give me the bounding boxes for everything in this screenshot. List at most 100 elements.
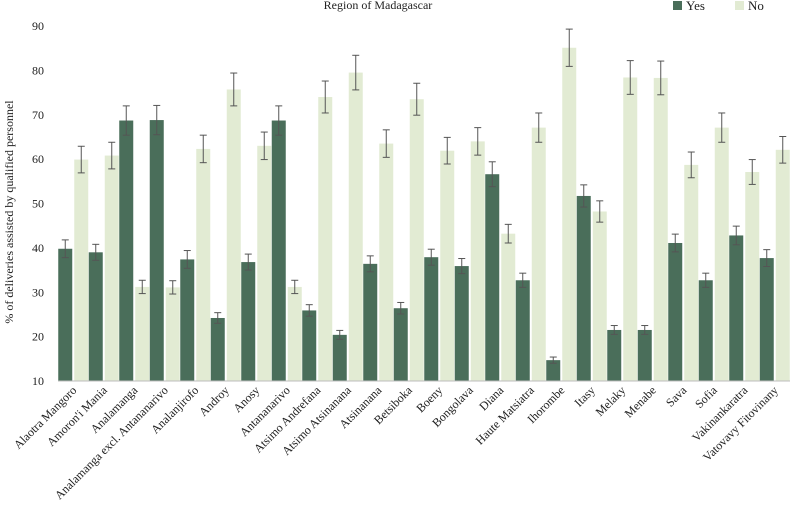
error-bars (61, 28, 787, 364)
error-bar (458, 258, 466, 275)
error-bar (687, 151, 695, 179)
bar-no (379, 143, 394, 381)
error-bar (230, 72, 238, 107)
bar-yes (668, 242, 683, 381)
bar-yes (698, 280, 713, 381)
y-tick-label: 80 (32, 63, 44, 77)
y-tick-label: 10 (32, 374, 44, 388)
error-bar (352, 54, 360, 91)
bar-no (714, 127, 729, 382)
error-bar (596, 200, 604, 223)
bar-yes (546, 360, 561, 381)
error-bar (61, 239, 69, 259)
error-bar (565, 28, 573, 67)
bar-yes (149, 120, 164, 381)
error-bar (657, 60, 665, 96)
error-bar (382, 129, 390, 158)
legend-label-no: No (748, 0, 764, 13)
error-bar (199, 134, 207, 164)
error-bar (291, 279, 299, 295)
error-bar (580, 184, 588, 208)
bar-yes (454, 266, 469, 381)
error-bar (718, 112, 726, 143)
y-tick-label: 70 (32, 108, 44, 122)
bar-yes (424, 257, 439, 381)
error-bar (77, 145, 85, 174)
error-bar (260, 131, 268, 161)
error-bar (702, 272, 710, 288)
bar-no (409, 99, 424, 381)
x-tick-label: Itasy (571, 383, 597, 409)
error-bar (305, 304, 313, 317)
error-bar (626, 60, 634, 95)
bar-yes (393, 308, 408, 381)
bar-yes (607, 329, 622, 381)
legend-swatch-no (735, 1, 744, 10)
bar-no (684, 164, 699, 381)
error-bar (413, 82, 421, 116)
error-bar (244, 253, 252, 271)
bar-yes (58, 248, 73, 381)
error-bar (779, 135, 787, 164)
error-bar (366, 255, 374, 273)
y-tick-label: 60 (32, 152, 44, 166)
error-bar (214, 312, 222, 324)
bar-no (226, 89, 241, 382)
y-tick-label: 30 (32, 285, 44, 299)
error-bar (535, 112, 543, 143)
error-bar (108, 141, 116, 170)
legend-label-yes: Yes (686, 0, 705, 13)
bar-no (501, 233, 516, 381)
error-bar (397, 301, 405, 315)
y-axis-label: % of deliveries assisted by qualified pe… (2, 100, 16, 324)
error-bar (549, 356, 557, 364)
error-bar (427, 248, 435, 266)
error-bar (732, 225, 740, 246)
bar-no (165, 287, 180, 381)
error-bar (610, 325, 618, 335)
bar-no (623, 77, 638, 381)
bar-no (653, 77, 668, 381)
bar-yes (485, 174, 500, 381)
error-bar (336, 329, 344, 340)
error-bar (122, 105, 130, 136)
error-bar (488, 161, 496, 188)
error-bar (169, 280, 177, 295)
bar-no (440, 150, 455, 381)
bar-no (287, 286, 302, 381)
x-tick-label: Menabe (622, 383, 659, 420)
legend-swatch-yes (673, 1, 682, 10)
x-tick-label: Androy (196, 383, 232, 419)
bar-yes (241, 262, 256, 381)
bar-no (348, 72, 363, 381)
bar-yes (729, 235, 744, 381)
bar-yes (210, 317, 225, 381)
error-bar (443, 136, 451, 165)
bar-yes (88, 252, 103, 381)
error-bar (474, 127, 482, 156)
error-bar (153, 104, 161, 136)
x-tick-label: Sava (663, 383, 690, 410)
bar-yes (363, 263, 378, 381)
bar-no (135, 286, 150, 381)
x-tick-label: Melaky (593, 383, 629, 419)
bar-yes (271, 120, 286, 382)
bar-yes (302, 310, 317, 381)
bar-no (775, 149, 790, 381)
chart-title: Region of Madagascar (324, 0, 433, 12)
bar-yes (515, 280, 530, 381)
bar-no (318, 97, 333, 381)
error-bar (641, 325, 649, 335)
error-bar (138, 279, 146, 295)
bar-yes (576, 195, 591, 381)
bar-yes (119, 120, 134, 382)
error-bar (748, 159, 756, 185)
bar-no (531, 127, 546, 382)
error-bar (275, 105, 283, 136)
bar-yes (759, 258, 774, 381)
bar-no (74, 159, 89, 381)
y-tick-label: 20 (32, 330, 44, 344)
error-bar (183, 250, 191, 269)
